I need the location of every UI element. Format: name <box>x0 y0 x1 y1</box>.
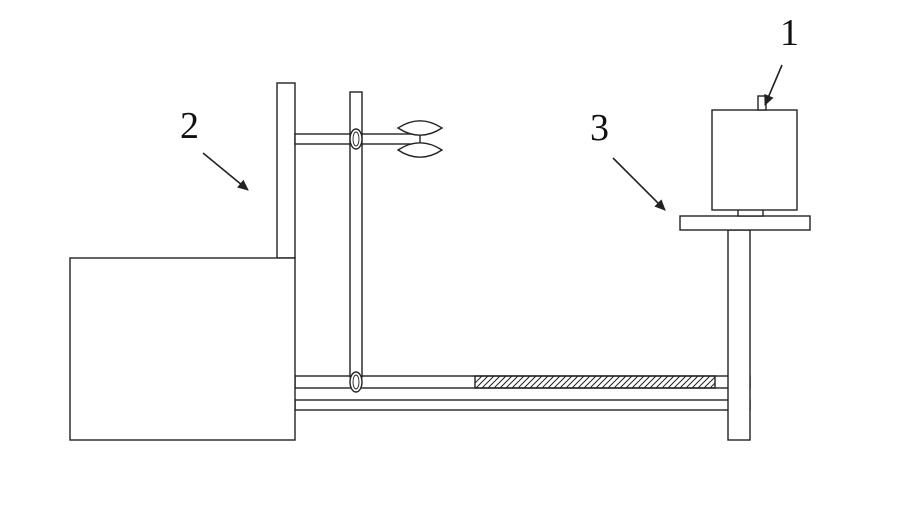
label-2-leader <box>203 153 248 190</box>
rail-lower <box>295 400 750 410</box>
back-panel <box>277 83 295 258</box>
blade-bottom <box>398 143 442 157</box>
rail-hatched-zone <box>475 376 715 388</box>
label-1: 1 <box>780 12 799 54</box>
block-on-platform <box>712 110 797 210</box>
label-3-leader <box>613 158 665 210</box>
base-block <box>70 258 295 440</box>
diagram-labels: 1 2 3 <box>180 12 799 210</box>
label-1-leader <box>765 65 782 105</box>
label-2: 2 <box>180 105 199 147</box>
blade-top <box>398 121 442 135</box>
lower-hub-inner <box>353 375 359 389</box>
block-tab <box>758 96 766 110</box>
support-pillar <box>728 230 750 440</box>
platform <box>680 216 810 230</box>
label-3: 3 <box>590 107 609 149</box>
engineering-diagram: 1 2 3 <box>0 0 909 512</box>
upper-hub-inner <box>353 132 359 146</box>
